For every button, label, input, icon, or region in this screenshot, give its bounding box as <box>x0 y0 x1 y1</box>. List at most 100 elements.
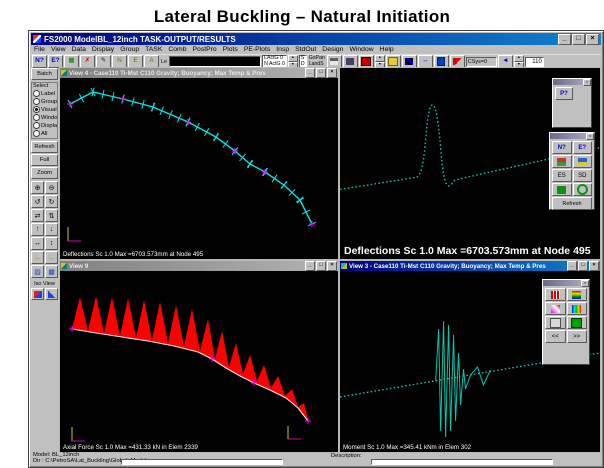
viewport-titlebar[interactable]: View 3 - Case110 Ti-Mst C110 Gravity; Bu… <box>340 261 600 271</box>
list-local-icon[interactable] <box>552 155 572 168</box>
viewport-titlebar[interactable]: View 9 _ □ × <box>60 261 338 271</box>
palette-titlebar[interactable]: × <box>553 78 591 86</box>
moment-canvas[interactable] <box>340 271 600 452</box>
menu-insp[interactable]: Insp <box>276 46 290 53</box>
menu-comb[interactable]: Comb <box>168 46 187 53</box>
iso-view-buttons <box>31 288 58 300</box>
menu-view[interactable]: View <box>50 46 66 53</box>
marker-icon[interactable] <box>449 55 465 68</box>
flip-vertical-icon[interactable]: ⇅ <box>45 209 58 222</box>
status-field-1[interactable] <box>121 459 283 465</box>
flip-horizontal-icon[interactable]: ⇄ <box>31 209 44 222</box>
show-data-button[interactable]: SD <box>572 169 592 182</box>
pan-down-icon[interactable]: ↓ <box>45 223 58 236</box>
palette-titlebar[interactable]: × <box>550 132 594 140</box>
radio-label[interactable]: Label <box>33 90 57 97</box>
full-button[interactable]: Full <box>31 154 58 166</box>
elem-select-button[interactable]: ES <box>552 169 572 182</box>
palette-close-icon[interactable]: × <box>581 279 589 287</box>
menu-pe-plots[interactable]: PE-Plots <box>243 46 271 53</box>
viewport-titlebar[interactable]: View 4 - Case110 Ti-Mst C110 Gravity; Bu… <box>60 68 338 78</box>
command-input[interactable] <box>169 56 262 67</box>
menu-group[interactable]: Group <box>120 46 140 53</box>
iso-view-2-icon[interactable] <box>45 288 58 300</box>
menu-window[interactable]: Window <box>349 46 374 53</box>
pan-vertical-icon[interactable]: ↕ <box>45 237 58 250</box>
zoom-out-icon[interactable]: ⊖ <box>45 181 58 194</box>
viewport-minimize-button[interactable]: _ <box>567 261 577 271</box>
circle-select-icon[interactable] <box>572 183 592 196</box>
zoom-button[interactable]: Zoom <box>31 167 58 179</box>
corner-view-icon[interactable]: ∟ <box>31 251 44 264</box>
palette-close-icon[interactable]: × <box>583 78 591 86</box>
node-query-button[interactable]: N? <box>32 55 47 68</box>
rotate-right-icon[interactable]: ↻ <box>45 195 58 208</box>
radio-visual[interactable]: Visual <box>33 106 57 113</box>
refresh-button[interactable]: Refresh <box>31 141 58 153</box>
viewport-close-button[interactable]: × <box>589 261 599 271</box>
menu-postpro[interactable]: PostPro <box>192 46 217 53</box>
next-case-button[interactable]: >> <box>566 330 587 343</box>
sidebar: Batch Select Label Group Visual Windo Di… <box>31 67 58 451</box>
elem-query-button[interactable]: E? <box>48 55 63 68</box>
close-button[interactable]: × <box>586 33 599 45</box>
deflection-profile-canvas[interactable] <box>340 68 600 259</box>
menu-help[interactable]: Help <box>379 46 394 53</box>
pan-horizontal-icon[interactable]: ↔ <box>31 237 44 250</box>
animate-icon[interactable] <box>566 316 587 329</box>
pan-up-icon[interactable]: ↑ <box>31 223 44 236</box>
radio-window[interactable]: Windo <box>33 114 57 121</box>
prev-case-button[interactable]: << <box>545 330 566 343</box>
force-diagram-icon[interactable] <box>545 288 566 301</box>
viewport-close-button[interactable]: × <box>327 68 337 78</box>
refresh-button[interactable]: Refresh <box>552 197 592 210</box>
window-titlebar[interactable]: FS2000 ModelBL_12inch TASK-OUTPUT/RESULT… <box>31 33 601 45</box>
viewport-minimize-button[interactable]: _ <box>305 68 315 78</box>
palette-titlebar[interactable]: × <box>543 279 589 287</box>
menu-stdout[interactable]: StdOut <box>295 46 317 53</box>
minimize-button[interactable]: _ <box>558 33 571 45</box>
viewport-minimize-button[interactable]: _ <box>305 261 315 271</box>
moment-status: Moment Sc 1.0 Max =345.41 kNm in Elem 30… <box>343 444 472 451</box>
viewport-maximize-button[interactable]: □ <box>316 68 326 78</box>
mesh-icon[interactable]: ▦ <box>45 265 58 278</box>
stop-icon[interactable] <box>433 55 449 68</box>
csys-field[interactable]: CSys=0 <box>465 56 497 67</box>
viewport-maximize-button[interactable]: □ <box>316 261 326 271</box>
list-output-icon[interactable] <box>545 316 566 329</box>
menu-task[interactable]: TASK <box>145 46 163 53</box>
radio-display[interactable]: Displa <box>33 122 57 129</box>
viewport-close-button[interactable]: × <box>327 261 337 271</box>
batch-button[interactable]: Batch <box>31 68 58 80</box>
deformed-shape-icon[interactable] <box>545 302 566 315</box>
menu-display[interactable]: Display <box>91 46 115 53</box>
node-flag-icon[interactable] <box>552 183 572 196</box>
case-number-field[interactable]: 110 <box>524 56 544 67</box>
radio-all[interactable]: All <box>33 130 57 137</box>
shade-icon[interactable]: ▨ <box>31 265 44 278</box>
angle-view-icon[interactable]: ∟ <box>45 251 58 264</box>
elem-query-button[interactable]: E? <box>572 141 592 154</box>
axial-force-canvas[interactable] <box>60 271 338 452</box>
rotate-left-icon[interactable]: ↺ <box>31 195 44 208</box>
viewport-maximize-button[interactable]: □ <box>578 261 588 271</box>
menu-file[interactable]: File <box>34 46 45 53</box>
pp-button[interactable]: P? <box>555 87 573 100</box>
menu-plots[interactable]: Plots <box>222 46 238 53</box>
all-label-toggle-icon[interactable]: A <box>144 55 159 68</box>
list-extents-icon[interactable] <box>572 155 592 168</box>
maximize-button[interactable]: □ <box>572 33 585 45</box>
status-field-2[interactable] <box>371 459 553 465</box>
menu-data[interactable]: Data <box>71 46 86 53</box>
radio-group[interactable]: Group <box>33 98 57 105</box>
node-query-button[interactable]: N? <box>552 141 572 154</box>
menu-design[interactable]: Design <box>322 46 344 53</box>
screen-copy-icon[interactable] <box>342 55 358 68</box>
contour-rainbow-icon[interactable] <box>566 288 587 301</box>
iso-view-1-icon[interactable] <box>31 288 44 300</box>
stress-plot-icon[interactable] <box>566 302 587 315</box>
palette-close-icon[interactable]: × <box>586 132 594 140</box>
deflection-plan-canvas[interactable] <box>60 78 338 259</box>
zoom-in-icon[interactable]: ⊕ <box>31 181 44 194</box>
